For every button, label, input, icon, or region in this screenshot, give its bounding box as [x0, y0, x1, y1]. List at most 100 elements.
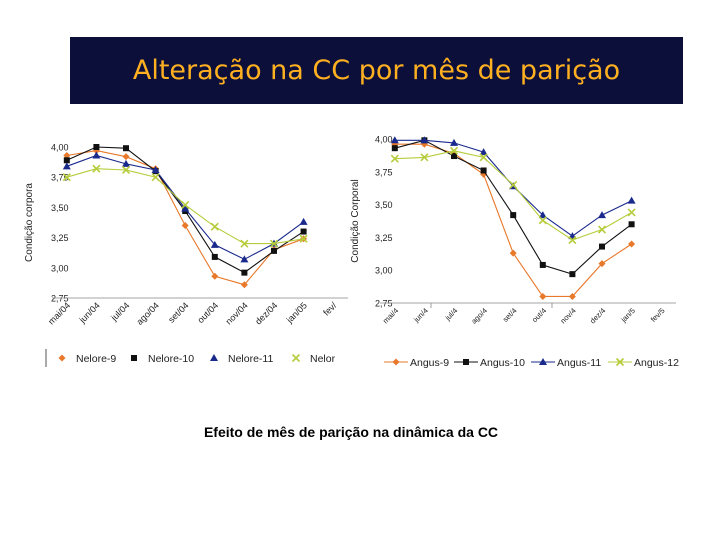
nelore-category-label: jul/04 [108, 300, 131, 323]
nelore-data-point [271, 247, 277, 254]
angus-category-label: mai/4 [381, 306, 400, 325]
angus-data-point [449, 146, 459, 155]
nelore-data-point [151, 165, 160, 173]
angus-data-point [390, 136, 399, 144]
angus-legend-marker [615, 357, 625, 367]
nelore-data-point [240, 255, 249, 263]
nelore-y-tick-label: 3,75 [51, 173, 69, 183]
nelore-data-point [240, 281, 248, 289]
angus-legend-item: Angus-11 [531, 357, 601, 369]
nelore-legend-item: Nelore-9 [58, 353, 116, 365]
nelore-category-label: fev/ [321, 300, 339, 318]
angus-legend-marker [392, 358, 400, 366]
nelore-data-point [241, 269, 248, 276]
nelore-y-tick-label: 3,25 [51, 233, 69, 243]
nelore-data-point [181, 204, 190, 212]
nelore-data-point [299, 234, 308, 243]
angus-legend-item: Angus-10 [454, 357, 525, 369]
angus-data-point [598, 260, 606, 268]
nelore-legend-item: Nelore-10 [131, 353, 194, 365]
nelore-legend-label: Nelore-9 [76, 353, 116, 365]
angus-category-label: dez/4 [588, 306, 607, 325]
angus-category-label: set/4 [501, 306, 519, 324]
title-banner: Alteração na CC por mês de parição [70, 37, 683, 104]
nelore-legend-label: Nelore-10 [148, 353, 194, 365]
angus-data-point [627, 208, 636, 217]
nelore-data-point [211, 272, 219, 280]
angus-data-point [451, 153, 457, 160]
angus-y-tick-label: 3,00 [375, 266, 393, 276]
nelore-category-label: jan/05 [284, 300, 309, 325]
nelore-y-tick-label: 3,50 [51, 203, 69, 213]
nelore-legend-marker [131, 355, 137, 361]
angus-category-label: fev/5 [649, 306, 667, 324]
nelore-series-nelore-12 [62, 164, 308, 248]
angus-data-point [479, 153, 488, 162]
angus-legend-item: Angus-12 [608, 357, 679, 369]
nelore-series-line [66, 150, 304, 286]
nelore-category-label: mai/04 [46, 300, 72, 326]
nelore-data-point [181, 200, 190, 210]
angus-legend-label: Angus-12 [634, 357, 679, 369]
angus-legend-label: Angus-10 [480, 357, 525, 369]
angus-y-tick-label: 3,50 [375, 200, 393, 210]
nelore-category-label: out/04 [195, 300, 220, 325]
nelore-data-point [92, 147, 100, 155]
nelore-y-tick-label: 2,75 [51, 294, 69, 304]
angus-data-point [599, 243, 605, 250]
angus-y-tick-label: 2,75 [375, 299, 393, 309]
angus-data-point [568, 292, 576, 300]
nelore-data-point [210, 240, 219, 248]
figure-caption: Efeito de mês de parição na dinâmica da … [203, 424, 499, 440]
nelore-data-point [62, 173, 71, 182]
nelore-data-point [123, 145, 129, 152]
angus-data-point [391, 145, 398, 152]
angus-data-point [569, 271, 576, 278]
nelore-legend-label: Nelore-11 [228, 353, 273, 365]
nelore-y-axis-label: Condição corpora [24, 183, 35, 262]
nelore-data-point [121, 165, 131, 175]
angus-data-point [539, 261, 546, 268]
angus-data-point [628, 221, 635, 228]
angus-series-line [394, 150, 632, 241]
angus-data-point [479, 148, 488, 156]
angus-data-point [450, 138, 458, 146]
angus-data-point [390, 154, 399, 163]
angus-series-angus-11 [390, 136, 636, 240]
angus-series-angus-9 [391, 140, 636, 300]
angus-data-point [510, 212, 517, 219]
angus-data-point [480, 167, 487, 174]
nelore-data-point [93, 144, 100, 150]
angus-data-point [598, 211, 606, 219]
angus-category-label: nov/4 [558, 306, 577, 325]
nelore-legend-marker [291, 353, 301, 363]
angus-category-label: jun/4 [411, 306, 430, 325]
nelore-data-point [300, 228, 307, 235]
angus-data-point [480, 170, 488, 178]
nelore-series-nelore-9 [63, 147, 308, 289]
nelore-legend-item: Nelore-11 [210, 353, 273, 365]
angus-series-line [394, 143, 632, 297]
nelore-legend-marker [58, 354, 66, 362]
angus-series-angus-12 [390, 146, 636, 245]
angus-category-label: jul/4 [443, 306, 460, 323]
angus-legend-label: Angus-11 [557, 357, 601, 369]
nelore-legend-marker [210, 354, 218, 361]
nelore-category-label: set/04 [166, 300, 190, 324]
angus-data-point [420, 136, 429, 144]
nelore-data-point [151, 173, 160, 182]
angus-y-tick-label: 3,25 [375, 233, 393, 243]
angus-data-point [539, 292, 547, 300]
angus-data-point [627, 196, 636, 204]
angus-legend-marker [463, 359, 469, 365]
angus-category-label: jan/5 [618, 306, 637, 325]
angus-legend-marker [539, 358, 547, 365]
angus-data-point [509, 180, 518, 189]
nelore-legend-item: Nelor [291, 353, 336, 365]
angus-y-tick-label: 4,00 [375, 135, 393, 145]
nelore-data-point [299, 217, 308, 225]
angus-data-point [538, 216, 547, 225]
angus-data-point [509, 249, 517, 257]
angus-category-label: out/4 [530, 306, 548, 324]
nelore-category-label: nov/04 [224, 300, 250, 326]
